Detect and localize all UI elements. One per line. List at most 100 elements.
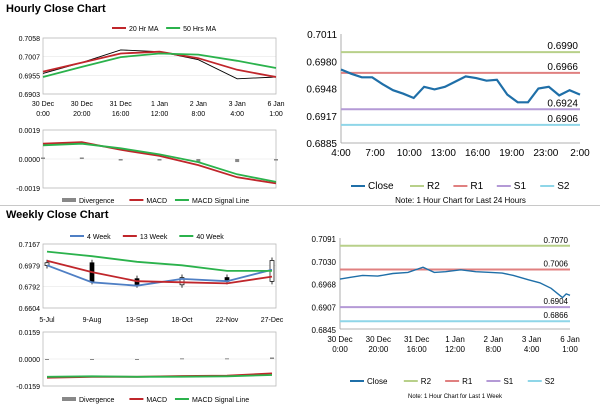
y-tick-label: 0.0019 [19, 128, 41, 135]
legend-label: MACD Signal Line [192, 198, 249, 205]
x-tick-label: 23:00 [533, 148, 558, 159]
y-tick-label: 0.7091 [312, 235, 337, 244]
x-tick-label: 30 Dec [71, 101, 94, 108]
series-line-close [340, 68, 581, 104]
legend-label: 4 Week [87, 234, 111, 241]
divergence-bar [79, 157, 84, 159]
y-tick-label: 0.6604 [19, 306, 41, 313]
series-line-macd [42, 141, 277, 185]
level-label-s2: 0.6906 [547, 114, 578, 125]
x-tick-label: 1:00 [269, 111, 283, 118]
x-tick-label: 2 Jan [190, 101, 207, 108]
divergence-bar [135, 359, 139, 360]
series-line-macd-signal-line [46, 374, 273, 378]
x-tick-label: 16:00 [407, 345, 428, 354]
legend-label: 13 Week [140, 234, 168, 241]
legend-label: S2 [557, 181, 570, 192]
weekly-section-title: Weekly Close Chart [6, 209, 109, 221]
x-tick-label: 1 Jan [151, 101, 168, 108]
y-tick-label: 0.0159 [19, 330, 41, 337]
divergence-bar [235, 159, 240, 163]
legend-label: Divergence [79, 397, 115, 404]
divergence-bar [274, 159, 278, 161]
weekly-price-chart: 4 Week 13 Week 40 Week 0.7167 0.6979 0.6792 0.… [19, 234, 284, 324]
x-tick-label: 1:00 [562, 345, 578, 354]
x-tick-label: 9-Aug [83, 317, 102, 324]
x-tick-label: 12:00 [151, 111, 169, 118]
x-tick-label: 20:00 [73, 111, 91, 118]
x-tick-label: 31 Dec [404, 335, 429, 344]
x-tick-label: 0:00 [332, 345, 348, 354]
legend-label: R2 [421, 377, 432, 386]
plot-frame [42, 243, 277, 309]
y-tick-label: 0.6917 [306, 112, 337, 123]
x-tick-label: 4:00 [331, 148, 351, 159]
y-tick-label: 0.7058 [19, 36, 41, 43]
x-tick-label: 8:00 [192, 111, 206, 118]
plot-frame [42, 331, 277, 387]
x-tick-label: 30 Dec [366, 335, 391, 344]
y-tick-label: 0.6845 [312, 326, 337, 335]
x-tick-label: 18-Oct [171, 317, 192, 324]
series-line-50-hrs-ma [42, 52, 277, 78]
legend-swatch [62, 198, 76, 202]
divergence-bar [90, 359, 94, 360]
series-line-13-week [46, 259, 273, 285]
level-label-r1: 0.7006 [544, 259, 569, 268]
legend-label: R1 [462, 377, 473, 386]
x-tick-label: 3 Jan [522, 335, 542, 344]
divergence-bar [157, 159, 162, 161]
legend-label: MACD Signal Line [192, 397, 249, 404]
x-tick-label: 31 Dec [110, 101, 133, 108]
y-tick-label: 0.6968 [312, 281, 337, 290]
x-tick-label: 1 Jan [445, 335, 465, 344]
level-label-s2: 0.6866 [544, 311, 569, 320]
series-line-20-hr-ma [42, 50, 277, 78]
hourly-section-title: Hourly Close Chart [6, 3, 106, 15]
divergence-bar [196, 159, 201, 163]
x-tick-label: 16:00 [465, 148, 490, 159]
legend-label: S1 [514, 181, 527, 192]
legend-label: MACD [146, 198, 167, 205]
level-label-s1: 0.6924 [547, 98, 578, 109]
divergence-bar [45, 359, 49, 360]
x-tick-label: 16:00 [112, 111, 130, 118]
legend-label: 20 Hr MA [129, 26, 159, 33]
x-tick-label: 10:00 [397, 148, 422, 159]
y-tick-label: -0.0159 [16, 384, 40, 391]
section-divider [0, 205, 600, 206]
y-tick-label: 0.6980 [306, 57, 337, 68]
y-tick-label: 0.6907 [312, 303, 337, 312]
legend-label: MACD [146, 397, 167, 404]
y-tick-label: 0.6792 [19, 285, 41, 292]
x-tick-label: 30 Dec [327, 335, 352, 344]
legend-label: R1 [470, 181, 483, 192]
legend-label: 40 Week [196, 234, 224, 241]
legend-label: S2 [545, 377, 555, 386]
x-tick-label: 6 Jan [267, 101, 284, 108]
divergence-bar [41, 157, 45, 159]
x-tick-label: 3 Jan [229, 101, 246, 108]
divergence-bar [225, 358, 229, 360]
y-tick-label: 0.6948 [306, 85, 337, 96]
series-line-40-week [46, 250, 272, 272]
y-tick-label: 0.0000 [19, 157, 41, 164]
candle-body [179, 277, 185, 286]
plot-frame [42, 37, 277, 95]
y-tick-label: 0.6885 [306, 139, 337, 150]
y-tick-label: 0.6955 [19, 73, 41, 80]
series-line-close [339, 266, 571, 299]
hourly-price-chart: 20 Hr MA 50 Hrs MA 0.7058 0.7007 0.6955 0.690… [19, 26, 285, 118]
level-label-s1: 0.6904 [544, 297, 569, 306]
level-label-r1: 0.6966 [547, 62, 578, 73]
y-tick-label: 0.7030 [312, 258, 337, 267]
legend-label: Close [367, 377, 388, 386]
x-tick-label: 13-Sep [126, 317, 149, 324]
x-tick-label: 30 Dec [32, 101, 55, 108]
x-tick-label: 27-Dec [261, 317, 284, 324]
x-tick-label: 19:00 [499, 148, 524, 159]
x-tick-label: 4:00 [524, 345, 540, 354]
x-tick-label: 7:00 [365, 148, 385, 159]
x-tick-label: 12:00 [445, 345, 466, 354]
legend-label: 50 Hrs MA [183, 26, 216, 33]
